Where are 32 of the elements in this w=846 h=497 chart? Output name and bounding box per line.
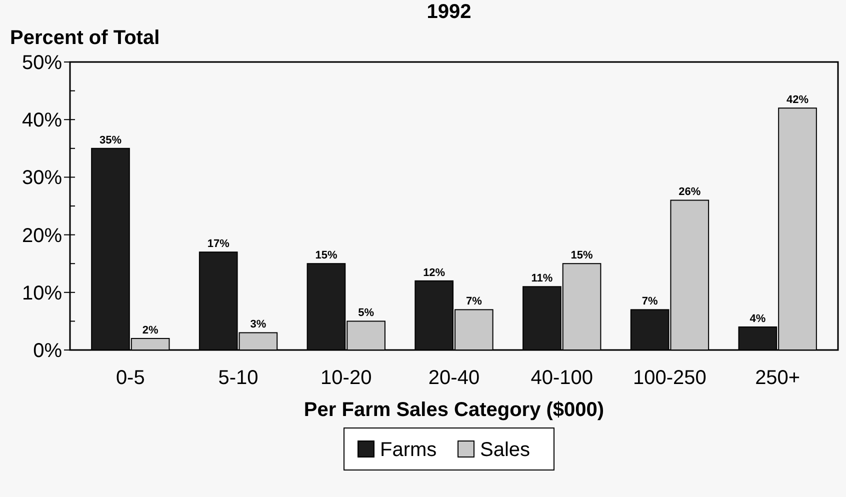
x-axis-title: Per Farm Sales Category ($000) <box>304 399 604 421</box>
y-axis-title: Percent of Total <box>10 27 160 49</box>
data-label: 17% <box>207 238 230 250</box>
x-tick-label: 20-40 <box>428 367 480 389</box>
data-label: 5% <box>358 307 374 320</box>
data-label: 11% <box>531 272 553 285</box>
legend-label: Sales <box>480 439 530 461</box>
data-label: 4% <box>750 312 766 325</box>
x-tick-label: 0-5 <box>116 367 145 389</box>
data-label: 12% <box>423 266 446 279</box>
data-label: 3% <box>250 318 266 331</box>
data-label: 35% <box>99 134 122 146</box>
data-label: 15% <box>570 250 593 262</box>
x-tick-label: 10-20 <box>320 367 372 389</box>
y-tick-label: 30% <box>22 167 62 190</box>
y-tick-label: 0% <box>33 340 62 362</box>
data-label: 15% <box>315 250 338 262</box>
data-label: 7% <box>466 296 482 308</box>
y-tick-label: 20% <box>22 224 62 247</box>
x-tick-label: 5-10 <box>218 367 258 389</box>
y-tick-label: 10% <box>22 282 62 304</box>
legend-label: Farms <box>380 439 437 461</box>
x-tick-label: 250+ <box>755 367 800 389</box>
data-label: 2% <box>142 324 158 336</box>
y-tick-label: 50% <box>22 52 62 74</box>
data-label: 7% <box>642 296 658 308</box>
x-tick-label: 40-100 <box>530 367 594 389</box>
data-label: 42% <box>786 94 809 106</box>
y-tick-label: 40% <box>22 110 62 132</box>
chart-title: 1992 <box>426 1 472 23</box>
data-label: 26% <box>678 186 701 198</box>
x-tick-label: 100-250 <box>633 367 706 389</box>
